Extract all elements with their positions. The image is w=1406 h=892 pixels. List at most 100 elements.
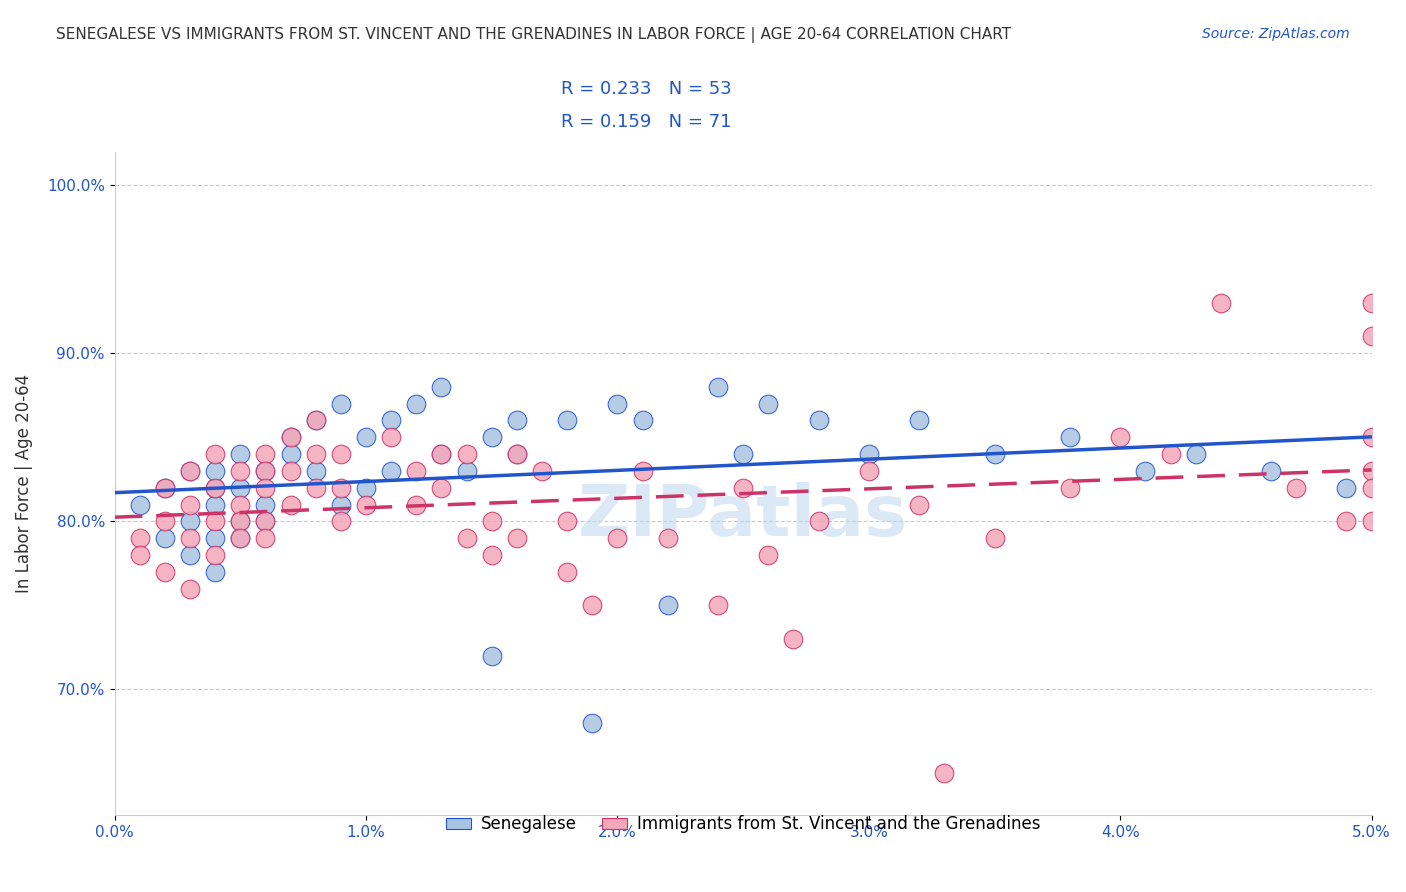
Immigrants from St. Vincent and the Grenadines (204, 548, 226, 562)
Immigrants from St. Vincent and the Grenadines (756, 548, 779, 562)
Senegalese (631, 413, 654, 427)
Immigrants from St. Vincent and the Grenadines (1361, 430, 1384, 444)
Senegalese (229, 514, 252, 528)
Senegalese (405, 397, 427, 411)
Immigrants from St. Vincent and the Grenadines (581, 599, 603, 613)
Immigrants from St. Vincent and the Grenadines (555, 514, 578, 528)
Immigrants from St. Vincent and the Grenadines (380, 430, 402, 444)
Senegalese (858, 447, 880, 461)
Senegalese (581, 715, 603, 730)
Immigrants from St. Vincent and the Grenadines (1336, 514, 1358, 528)
Immigrants from St. Vincent and the Grenadines (506, 531, 529, 545)
Immigrants from St. Vincent and the Grenadines (254, 514, 277, 528)
Immigrants from St. Vincent and the Grenadines (934, 766, 956, 780)
Immigrants from St. Vincent and the Grenadines (329, 481, 352, 495)
Immigrants from St. Vincent and the Grenadines (128, 531, 150, 545)
Senegalese (204, 531, 226, 545)
Immigrants from St. Vincent and the Grenadines (733, 481, 755, 495)
Senegalese (481, 648, 503, 663)
Senegalese (1059, 430, 1081, 444)
Immigrants from St. Vincent and the Grenadines (1361, 329, 1384, 343)
Immigrants from St. Vincent and the Grenadines (481, 548, 503, 562)
Immigrants from St. Vincent and the Grenadines (530, 464, 553, 478)
Senegalese (204, 565, 226, 579)
Senegalese (606, 397, 628, 411)
Senegalese (756, 397, 779, 411)
Senegalese (506, 447, 529, 461)
Immigrants from St. Vincent and the Grenadines (280, 464, 302, 478)
Senegalese (179, 548, 201, 562)
Immigrants from St. Vincent and the Grenadines (430, 481, 453, 495)
Legend: Senegalese, Immigrants from St. Vincent and the Grenadines: Senegalese, Immigrants from St. Vincent … (439, 809, 1047, 840)
Immigrants from St. Vincent and the Grenadines (1361, 296, 1384, 310)
Immigrants from St. Vincent and the Grenadines (204, 514, 226, 528)
Immigrants from St. Vincent and the Grenadines (153, 481, 176, 495)
Senegalese (380, 413, 402, 427)
Senegalese (1260, 464, 1282, 478)
Immigrants from St. Vincent and the Grenadines (631, 464, 654, 478)
Senegalese (254, 464, 277, 478)
Immigrants from St. Vincent and the Grenadines (807, 514, 830, 528)
Immigrants from St. Vincent and the Grenadines (280, 430, 302, 444)
Immigrants from St. Vincent and the Grenadines (229, 464, 252, 478)
Senegalese (179, 464, 201, 478)
Immigrants from St. Vincent and the Grenadines (153, 514, 176, 528)
Immigrants from St. Vincent and the Grenadines (179, 531, 201, 545)
Immigrants from St. Vincent and the Grenadines (456, 531, 478, 545)
Immigrants from St. Vincent and the Grenadines (1285, 481, 1308, 495)
Senegalese (204, 481, 226, 495)
Senegalese (1184, 447, 1206, 461)
Senegalese (179, 514, 201, 528)
Immigrants from St. Vincent and the Grenadines (405, 464, 427, 478)
Immigrants from St. Vincent and the Grenadines (280, 498, 302, 512)
Senegalese (807, 413, 830, 427)
Senegalese (229, 447, 252, 461)
Senegalese (506, 413, 529, 427)
Immigrants from St. Vincent and the Grenadines (707, 599, 730, 613)
Senegalese (983, 447, 1005, 461)
Immigrants from St. Vincent and the Grenadines (229, 498, 252, 512)
Immigrants from St. Vincent and the Grenadines (1059, 481, 1081, 495)
Senegalese (481, 430, 503, 444)
Immigrants from St. Vincent and the Grenadines (1361, 481, 1384, 495)
Senegalese (733, 447, 755, 461)
Immigrants from St. Vincent and the Grenadines (179, 498, 201, 512)
Immigrants from St. Vincent and the Grenadines (782, 632, 804, 646)
Immigrants from St. Vincent and the Grenadines (506, 447, 529, 461)
Immigrants from St. Vincent and the Grenadines (229, 514, 252, 528)
Senegalese (354, 430, 377, 444)
Immigrants from St. Vincent and the Grenadines (657, 531, 679, 545)
Immigrants from St. Vincent and the Grenadines (179, 464, 201, 478)
Senegalese (153, 531, 176, 545)
Immigrants from St. Vincent and the Grenadines (606, 531, 628, 545)
Immigrants from St. Vincent and the Grenadines (329, 447, 352, 461)
Immigrants from St. Vincent and the Grenadines (983, 531, 1005, 545)
Senegalese (254, 514, 277, 528)
Senegalese (204, 464, 226, 478)
Text: SENEGALESE VS IMMIGRANTS FROM ST. VINCENT AND THE GRENADINES IN LABOR FORCE | AG: SENEGALESE VS IMMIGRANTS FROM ST. VINCEN… (56, 27, 1011, 43)
Senegalese (1135, 464, 1157, 478)
Senegalese (305, 413, 328, 427)
Senegalese (430, 380, 453, 394)
Senegalese (657, 599, 679, 613)
Senegalese (380, 464, 402, 478)
Immigrants from St. Vincent and the Grenadines (254, 481, 277, 495)
Immigrants from St. Vincent and the Grenadines (1209, 296, 1232, 310)
Senegalese (128, 498, 150, 512)
Immigrants from St. Vincent and the Grenadines (1361, 514, 1384, 528)
Immigrants from St. Vincent and the Grenadines (555, 565, 578, 579)
Senegalese (280, 447, 302, 461)
Y-axis label: In Labor Force | Age 20-64: In Labor Force | Age 20-64 (15, 374, 32, 593)
Text: Source: ZipAtlas.com: Source: ZipAtlas.com (1202, 27, 1350, 41)
Immigrants from St. Vincent and the Grenadines (354, 498, 377, 512)
Senegalese (1336, 481, 1358, 495)
Text: ZIPatlas: ZIPatlas (578, 483, 908, 551)
Immigrants from St. Vincent and the Grenadines (179, 582, 201, 596)
Senegalese (555, 413, 578, 427)
Senegalese (456, 464, 478, 478)
Senegalese (229, 531, 252, 545)
Immigrants from St. Vincent and the Grenadines (204, 481, 226, 495)
Immigrants from St. Vincent and the Grenadines (481, 514, 503, 528)
Immigrants from St. Vincent and the Grenadines (305, 447, 328, 461)
Immigrants from St. Vincent and the Grenadines (153, 565, 176, 579)
